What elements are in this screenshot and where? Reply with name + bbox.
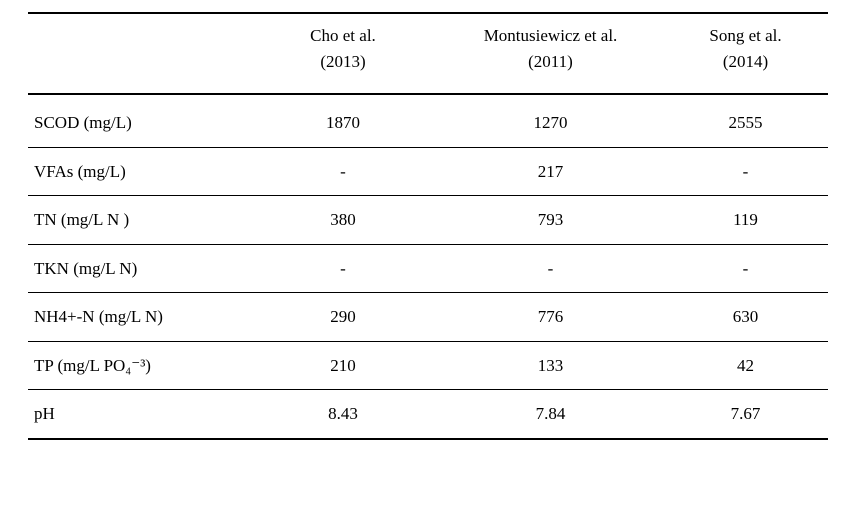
cell-value: 290 [248,293,438,341]
row-label-ph: pH [28,390,248,439]
header-year-2: (2011) [438,52,663,95]
cell-value: 119 [663,196,828,244]
header-row-years: (2013) (2011) (2014) [28,52,828,95]
table-row: NH4+-N (mg/L N) 290 776 630 [28,293,828,341]
cell-value: 2555 [663,94,828,147]
cell-value: 380 [248,196,438,244]
cell-value: 1270 [438,94,663,147]
row-label-scod: SCOD (mg/L) [28,94,248,147]
header-author-2: Montusiewicz et al. [438,13,663,52]
table-row: TKN (mg/L N) - - - [28,244,828,292]
table-row: pH 8.43 7.84 7.67 [28,390,828,439]
data-table: Cho et al. Montusiewicz et al. Song et a… [28,12,828,440]
table-row: VFAs (mg/L) - 217 - [28,147,828,195]
cell-value: 217 [438,147,663,195]
header-row-authors: Cho et al. Montusiewicz et al. Song et a… [28,13,828,52]
header-year-3: (2014) [663,52,828,95]
header-year-1: (2013) [248,52,438,95]
cell-value: - [663,147,828,195]
row-label-tkn: TKN (mg/L N) [28,244,248,292]
cell-value: 210 [248,341,438,389]
header-author-1: Cho et al. [248,13,438,52]
cell-value: 630 [663,293,828,341]
cell-value: 133 [438,341,663,389]
cell-value: 1870 [248,94,438,147]
row-label-tn: TN (mg/L N ) [28,196,248,244]
row-label-nh4n: NH4+-N (mg/L N) [28,293,248,341]
cell-value: - [663,244,828,292]
table-row: TN (mg/L N ) 380 793 119 [28,196,828,244]
row-label-vfas: VFAs (mg/L) [28,147,248,195]
cell-value: 7.84 [438,390,663,439]
cell-value: 7.67 [663,390,828,439]
row-label-tp: TP (mg/L PO₄⁻³) [28,341,248,389]
header-blank [28,13,248,52]
header-blank-2 [28,52,248,95]
header-author-3: Song et al. [663,13,828,52]
cell-value: 793 [438,196,663,244]
cell-value: 776 [438,293,663,341]
cell-value: 8.43 [248,390,438,439]
table-row: TP (mg/L PO₄⁻³) 210 133 42 [28,341,828,389]
cell-value: - [438,244,663,292]
cell-value: - [248,147,438,195]
cell-value: - [248,244,438,292]
table-row: SCOD (mg/L) 1870 1270 2555 [28,94,828,147]
cell-value: 42 [663,341,828,389]
